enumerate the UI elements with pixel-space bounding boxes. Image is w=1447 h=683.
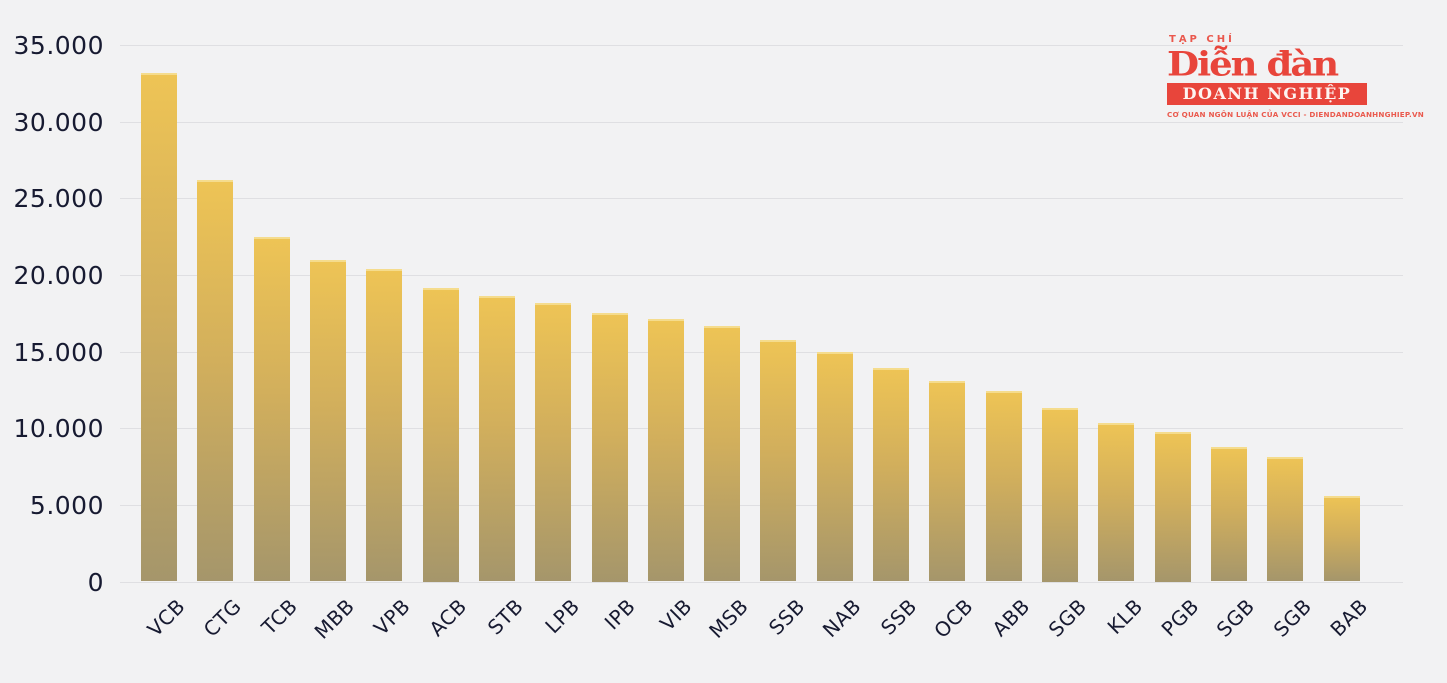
bar-pgb-18 xyxy=(1154,432,1191,582)
bar-sgb-20 xyxy=(1267,457,1304,582)
logo-subtitle-bar: DOANH NGHIỆP xyxy=(1167,83,1367,105)
logo-tagline-top: TẠP CHÍ xyxy=(1169,34,1235,45)
x-axis-label-msb-10: MSB xyxy=(704,594,754,643)
bar-vcb-0 xyxy=(141,73,177,582)
bar-ssb-13 xyxy=(873,367,909,582)
bar-sgb-16 xyxy=(1042,407,1078,582)
bar-ipb-8 xyxy=(591,313,628,582)
y-axis-tick-label: 30.000 xyxy=(13,107,104,137)
y-axis-tick-label: 25.000 xyxy=(13,184,104,214)
x-axis-label-abb-15: ABB xyxy=(987,594,1035,642)
x-axis-label-sgb-19: SGB xyxy=(1212,594,1260,642)
bar-tcb-2 xyxy=(253,236,290,582)
x-axis-label-vpb-4: VPB xyxy=(369,594,416,640)
bar-stb-6 xyxy=(478,295,515,582)
gridline xyxy=(120,274,1403,276)
x-axis-label-sgb-16: SGB xyxy=(1043,594,1091,642)
bar-abb-15 xyxy=(985,391,1022,582)
x-axis-label-acb-5: ACB xyxy=(424,594,472,642)
y-axis-tick-label: 20.000 xyxy=(13,260,104,290)
x-axis-label-pgb-18: PGB xyxy=(1156,594,1204,642)
y-axis-tick-label: 15.000 xyxy=(13,337,104,367)
y-axis-tick-label: 5.000 xyxy=(29,490,104,520)
x-axis-label-ctg-1: CTG xyxy=(198,594,247,642)
gridline xyxy=(120,45,1403,46)
x-axis-label-lpb-7: LPB xyxy=(540,594,585,639)
x-axis-label-ssb-13: SSB xyxy=(876,594,922,640)
x-axis-label-ocb-14: OCB xyxy=(929,594,979,643)
x-axis-label-sgb-20: SGB xyxy=(1268,594,1317,642)
bar-ssb-11 xyxy=(760,340,797,582)
bar-ctg-1 xyxy=(197,179,234,582)
bar-lpb-7 xyxy=(535,303,572,582)
bar-vpb-4 xyxy=(366,268,403,582)
bar-mbb-3 xyxy=(309,259,346,582)
x-axis-label-klb-17: KLB xyxy=(1102,594,1148,639)
bar-sgb-19 xyxy=(1210,447,1247,582)
bar-vib-9 xyxy=(647,319,684,582)
bar-ocb-14 xyxy=(929,380,966,582)
bar-nab-12 xyxy=(816,351,853,582)
gridline xyxy=(120,581,1403,583)
logo-title: Diễn đàn xyxy=(1167,43,1339,84)
y-axis-tick-label: 0 xyxy=(87,567,104,597)
bar-msb-10 xyxy=(704,326,741,582)
x-axis-label-nab-12: NAB xyxy=(817,594,866,642)
x-axis-label-tcb-2: TCB xyxy=(257,594,303,640)
gridline xyxy=(120,121,1403,123)
gridline xyxy=(120,198,1403,200)
x-axis-label-vcb-0: VCB xyxy=(142,594,190,642)
x-axis-label-mbb-3: MBB xyxy=(309,594,359,644)
x-axis-label-ipb-8: IPB xyxy=(600,594,641,635)
y-axis-tick-label: 35.000 xyxy=(13,31,104,60)
x-axis-label-ssb-11: SSB xyxy=(763,594,810,640)
x-axis-label-stb-6: STB xyxy=(482,594,528,640)
magazine-logo: TẠP CHÍ Diễn đàn DOANH NGHIỆP CƠ QUAN NG… xyxy=(1167,34,1424,119)
x-axis-label-bab-21: BAB xyxy=(1325,594,1373,642)
bar-acb-5 xyxy=(422,288,459,582)
bar-klb-17 xyxy=(1098,422,1135,582)
x-axis-label-vib-9: VIB xyxy=(655,594,697,636)
logo-tagline-bottom: CƠ QUAN NGÔN LUẬN CỦA VCCI - DIENDANDOAN… xyxy=(1167,110,1424,119)
y-axis-tick-label: 10.000 xyxy=(13,414,104,444)
bar-bab-21 xyxy=(1323,496,1360,582)
